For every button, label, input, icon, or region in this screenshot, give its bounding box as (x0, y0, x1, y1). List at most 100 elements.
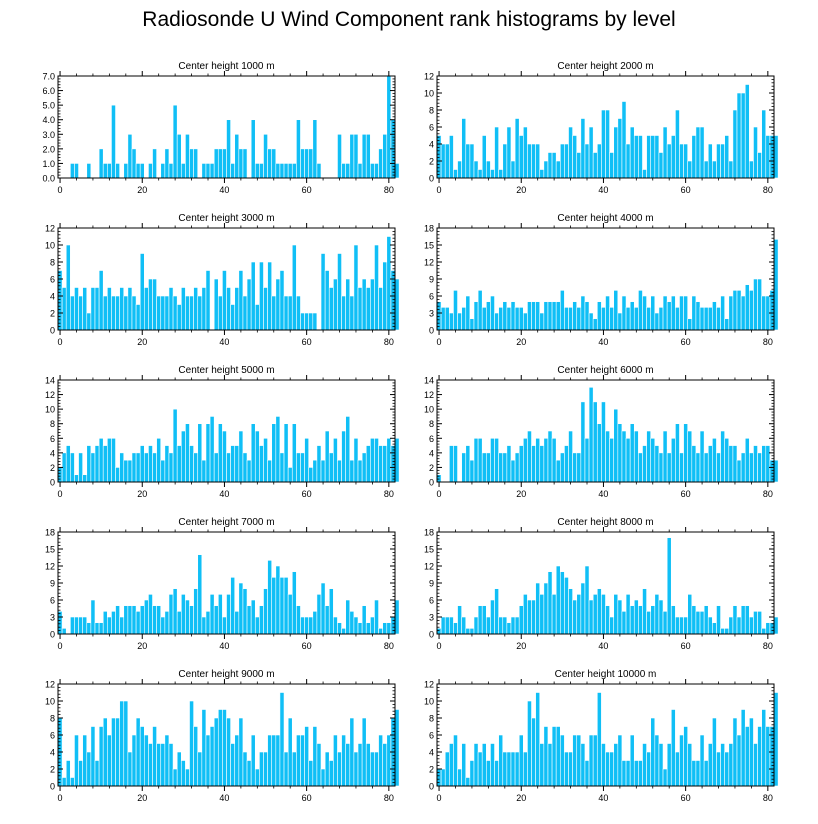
histogram-bar (551, 301, 557, 331)
histogram-bar (341, 163, 346, 179)
y-tick-label: 8 (429, 419, 434, 429)
histogram-bar (687, 430, 693, 483)
histogram-bar (736, 92, 742, 179)
histogram-bar (449, 135, 454, 179)
x-tick-label: 40 (598, 641, 608, 651)
histogram-bar (168, 743, 174, 787)
histogram-bar (345, 163, 351, 179)
histogram-bar (296, 119, 301, 179)
histogram-bar (70, 295, 75, 331)
histogram-bar (596, 692, 602, 787)
histogram-bar (296, 605, 301, 635)
y-tick-label: 3 (429, 309, 434, 319)
histogram-bar (279, 692, 285, 787)
x-tick-label: 60 (302, 337, 312, 347)
histogram-bar (156, 295, 162, 331)
histogram-bar (238, 430, 244, 483)
histogram-bar (510, 301, 516, 331)
y-tick-label: 4 (50, 748, 55, 758)
x-tick-label: 40 (219, 641, 229, 651)
histogram-bar (609, 751, 615, 787)
histogram-bar (539, 169, 545, 179)
histogram-bar (535, 437, 541, 483)
y-tick-label: 7.0 (42, 72, 55, 82)
histogram-bar (279, 577, 285, 635)
x-tick-label: 20 (516, 489, 526, 499)
histogram-bar (687, 594, 693, 635)
histogram-bar (679, 734, 684, 787)
panel-title: Center height 2000 m (557, 61, 653, 72)
histogram-bar (449, 312, 454, 331)
histogram-bar (658, 307, 664, 331)
histogram-bar (201, 163, 207, 179)
histogram-bar (675, 109, 680, 179)
histogram-bar (749, 616, 754, 635)
y-tick-label: 9 (429, 579, 434, 589)
histogram-bar (683, 726, 689, 787)
histogram-bar (539, 312, 545, 331)
histogram-bar (773, 616, 779, 635)
panel-title: Center height 7000 m (178, 517, 274, 528)
histogram-bar (226, 717, 231, 787)
panel-7: Center height 7000 m 0 3 6 9 12 15 18 0 20 40 60 80 (45, 517, 400, 651)
histogram-bar (642, 445, 647, 483)
histogram-bar (271, 148, 277, 179)
histogram-bar (580, 401, 586, 483)
x-tick-label: 0 (437, 185, 442, 195)
histogram-bar (102, 295, 108, 331)
histogram-bar (609, 437, 615, 483)
histogram-bar (564, 143, 569, 179)
histogram-bar (592, 152, 598, 179)
histogram-bar (691, 760, 697, 787)
histogram-bar (761, 109, 767, 179)
x-tick-label: 80 (763, 489, 773, 499)
histogram-bar (267, 261, 273, 331)
histogram-bar (596, 301, 602, 331)
histogram-bar (217, 423, 223, 483)
y-tick-label: 5.0 (42, 101, 55, 111)
histogram-bar (312, 726, 318, 787)
histogram-bar (185, 295, 190, 331)
histogram-bar (78, 616, 83, 635)
histogram-bar (531, 301, 536, 331)
histogram-bar (559, 734, 565, 787)
x-tick-label: 60 (302, 185, 312, 195)
histogram-bar (337, 459, 342, 483)
histogram-bar (490, 295, 495, 331)
histogram-bar (296, 452, 301, 483)
histogram-bar (82, 616, 88, 635)
panel-5: Center height 5000 m 0 2 4 6 8 10 12 14 0 20 40 60 80 (45, 365, 400, 499)
histogram-bar (275, 565, 281, 635)
histogram-bar (691, 445, 697, 483)
y-tick-label: 8 (429, 106, 434, 116)
histogram-bar (531, 717, 536, 787)
histogram-bar (144, 734, 149, 787)
histogram-bar (254, 616, 260, 635)
x-tick-label: 80 (384, 185, 394, 195)
histogram-bar (506, 622, 512, 635)
y-tick-label: 0 (429, 630, 434, 640)
x-tick-label: 0 (58, 793, 63, 803)
histogram-bar (357, 622, 363, 635)
histogram-bar (683, 143, 689, 179)
histogram-bar (238, 582, 244, 635)
panel-title: Center height 1000 m (178, 61, 274, 72)
histogram-bar (74, 734, 79, 787)
histogram-bar (646, 751, 652, 787)
histogram-bar (382, 133, 388, 179)
y-tick-label: 2 (429, 765, 434, 775)
histogram-bar (728, 160, 734, 179)
histogram-bar (670, 605, 676, 635)
histogram-bar (98, 270, 104, 331)
histogram-bar (275, 163, 281, 179)
histogram-bar (514, 118, 520, 179)
histogram-bar (486, 160, 491, 179)
histogram-bar (712, 717, 717, 787)
histogram-bar (144, 287, 149, 331)
histogram-bar (246, 760, 252, 787)
histogram-bar (365, 133, 371, 179)
histogram-bar (506, 307, 512, 331)
histogram-bar (230, 577, 236, 635)
y-tick-label: 0 (50, 478, 55, 488)
histogram-bar (250, 734, 256, 787)
